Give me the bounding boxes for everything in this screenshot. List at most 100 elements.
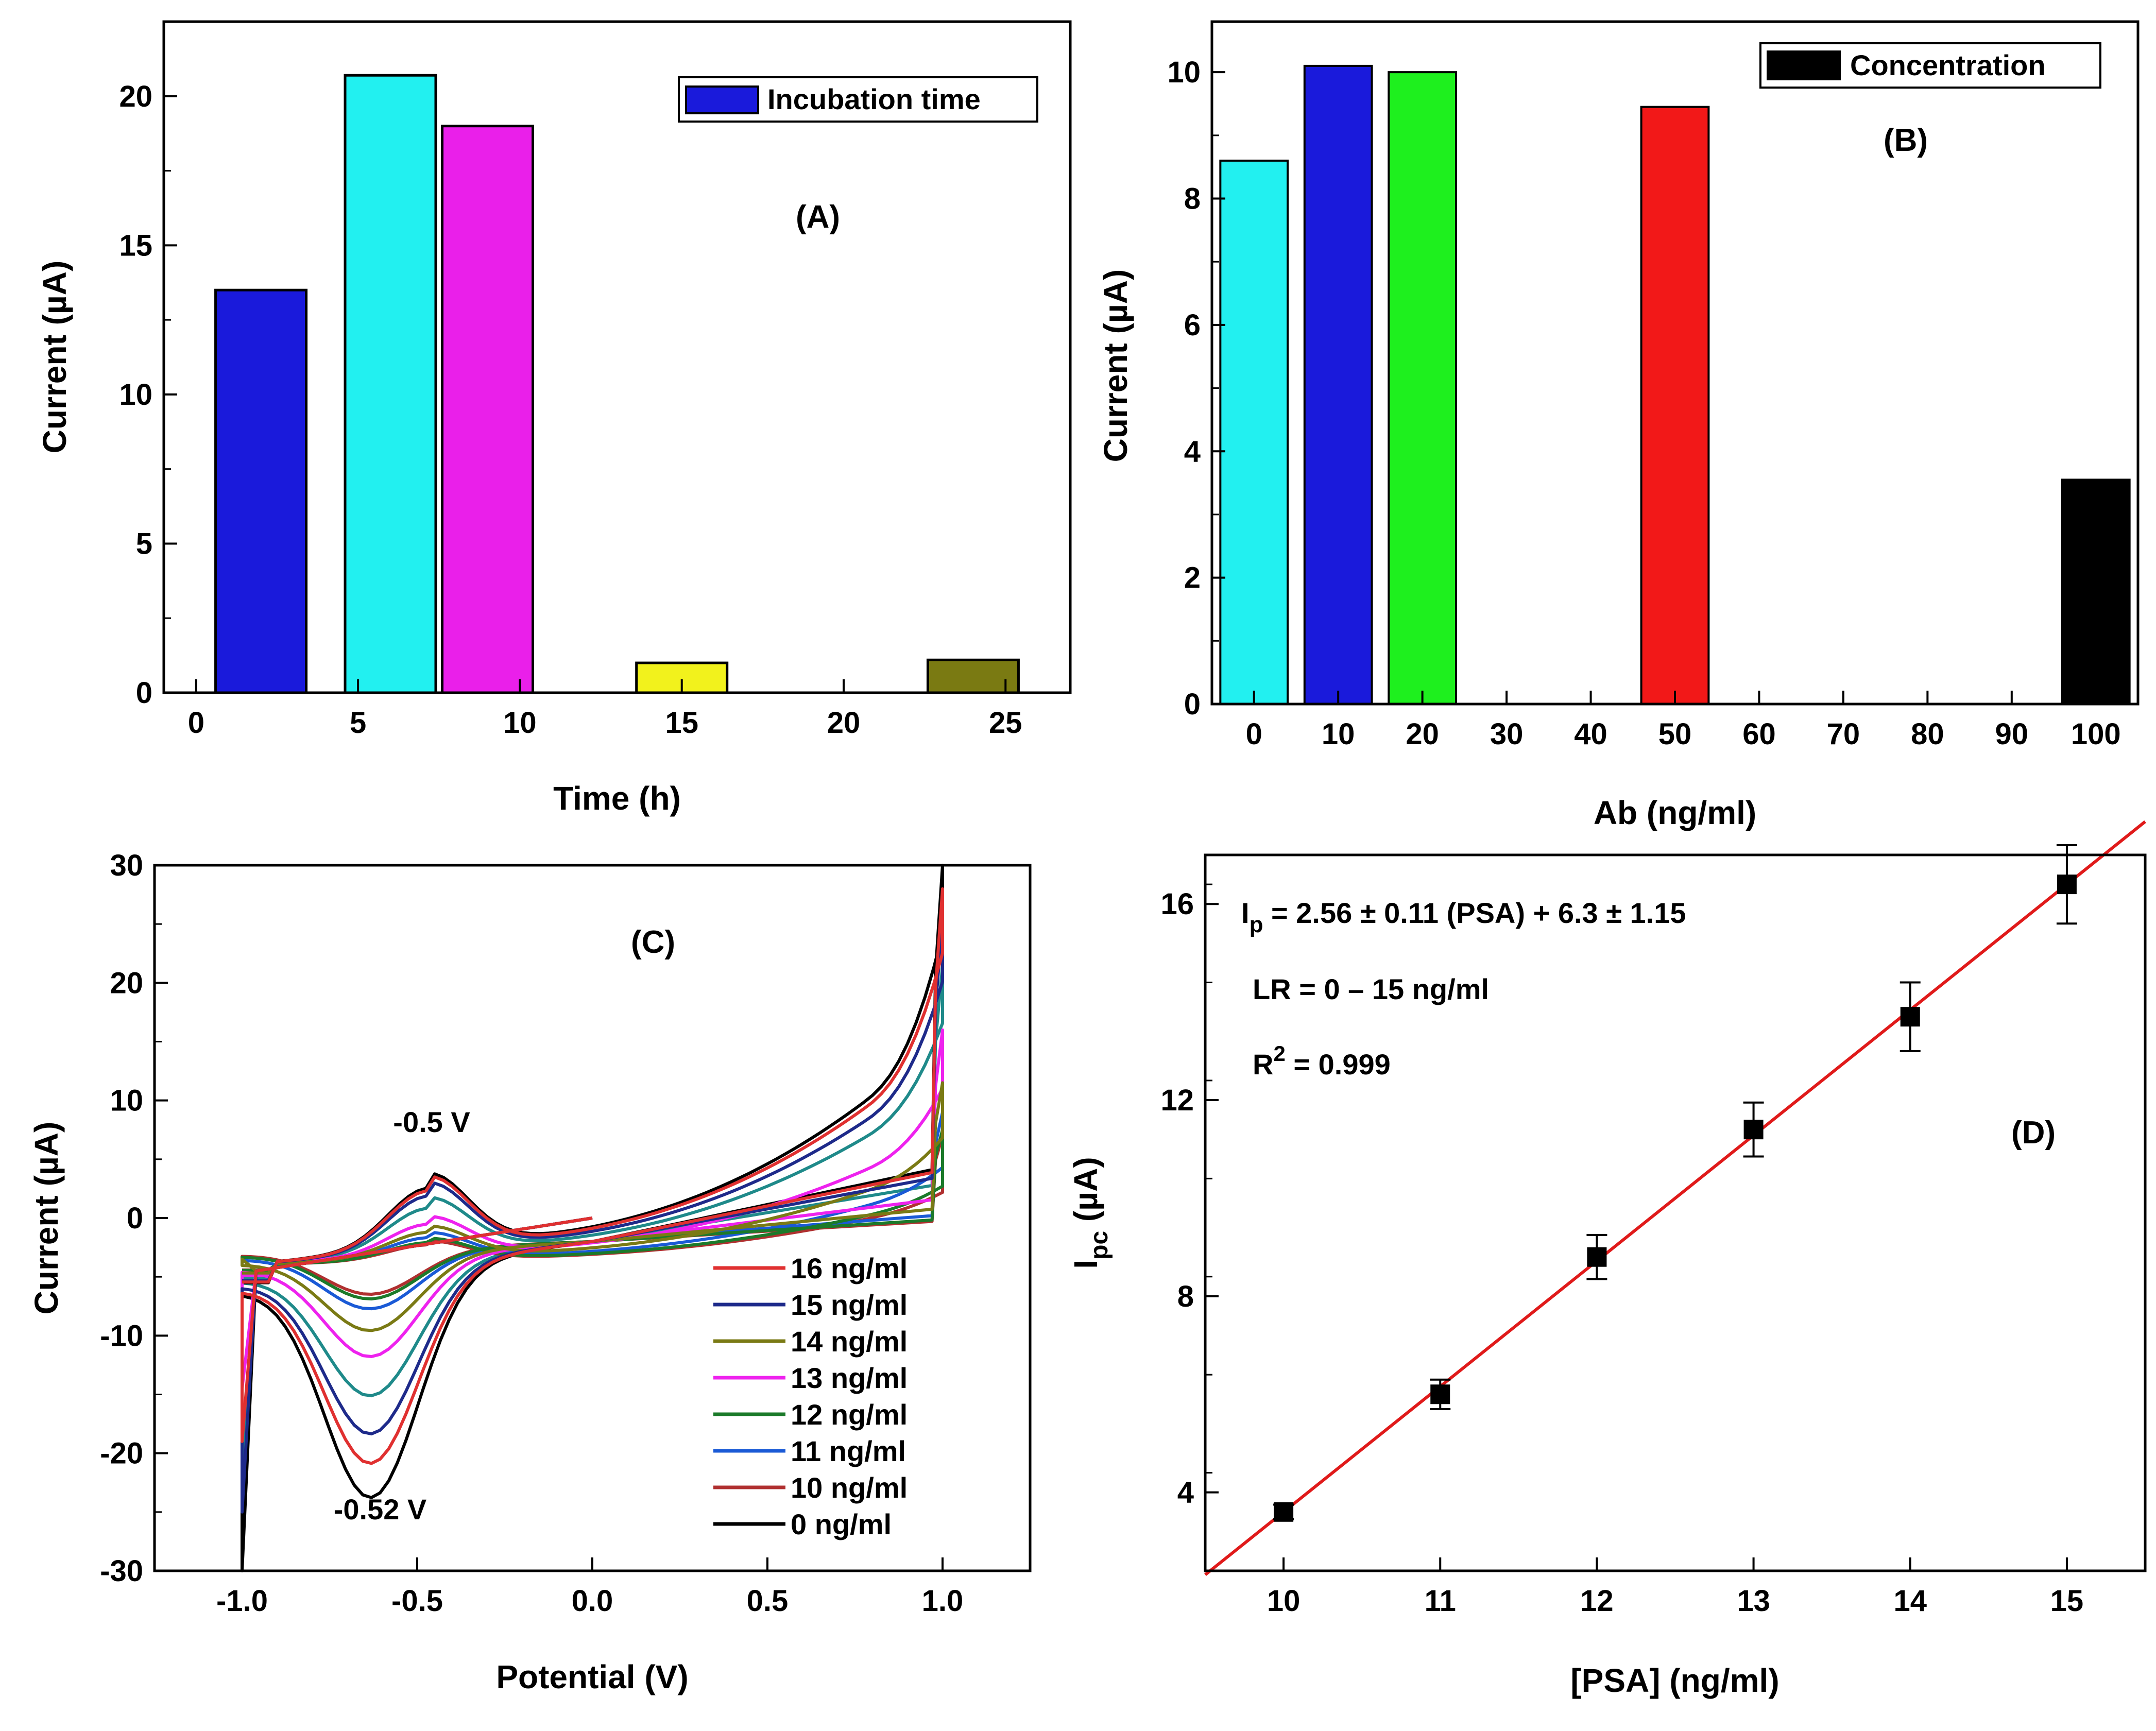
equation-body: = 2.56 ± 0.11 (PSA) + 6.3 ± 1.15 [1263,897,1686,929]
y-tick-label: 4 [1177,1476,1194,1510]
r-symbol: R [1253,1048,1273,1081]
y-tick-label: 8 [1177,1280,1194,1313]
bar [441,125,535,694]
x-tick-label: 5 [350,706,366,740]
x-tick-label: 15 [665,706,698,740]
panel-d: 10 11 12 13 14 15 4 8 12 16 Ip = 2.56 ± 0.11 (PSA… [1067,820,2147,1699]
bar [1219,159,1289,706]
r-value: = 0.999 [1286,1048,1391,1081]
data-point [1430,1384,1450,1404]
bar [344,74,437,694]
legend-label: 13 ng/ml [791,1362,908,1394]
y-tick-label: -30 [100,1554,143,1588]
y-tick-label: 5 [136,527,152,560]
panel-label: (C) [631,924,675,960]
x-tick-label: 0.5 [747,1584,789,1618]
data-point [1587,1247,1607,1267]
y-tick-label: 12 [1160,1084,1194,1117]
plot-frame [162,20,1072,694]
annotation-anodic-peak: -0.5 V [393,1106,470,1138]
panel-label: (D) [2011,1115,2056,1151]
x-tick-label: 10 [1267,1584,1301,1618]
legend-swatch [1767,50,1841,80]
data-point [1900,1007,1920,1027]
x-tick-label: 100 [2071,717,2121,751]
y-tick-label: 16 [1160,887,1194,921]
y-tick-label: 10 [1167,56,1201,89]
data-point [1743,1120,1764,1140]
legend-label: 16 ng/ml [791,1252,908,1284]
y-tick-label: -10 [100,1319,143,1352]
data-point [2057,875,2077,895]
plot-group [1204,820,2146,1576]
equation-subscript: p [1250,912,1263,937]
y-tick-label: 10 [110,1084,143,1118]
x-tick-label: 14 [1893,1584,1927,1618]
x-axis-label: Time (h) [553,780,681,817]
equation-symbol: I [1241,897,1250,929]
y-tick-label: 4 [1184,435,1201,468]
y-axis-symbol: I [1067,1260,1104,1269]
cv-curve [241,1081,944,1332]
x-tick-label: 50 [1658,717,1692,751]
legend-label: 14 ng/ml [791,1325,908,1358]
legend: Concentration [1759,42,2101,89]
y-tick-label: 0 [136,676,152,710]
x-tick-label: 30 [1490,717,1524,751]
legend-label: 10 ng/ml [791,1471,908,1504]
panel-label: (A) [796,199,840,235]
ticks-group: 0 10 20 30 40 50 60 70 80 90 100 0 2 4 6 8 10 [1167,56,2120,751]
linear-range: LR = 0 – 15 ng/ml [1253,973,1489,1005]
legend-label: 0 ng/ml [791,1508,892,1540]
ticks-group: -1.0 -0.5 0.0 0.5 1.0 -30 -20 -10 0 10 20 30 [100,849,963,1618]
data-point [1274,1502,1294,1522]
fit-equation: Ip = 2.56 ± 0.11 (PSA) + 6.3 ± 1.15 [1241,897,1686,937]
y-axis-unit: (µA) [1067,1157,1104,1231]
x-tick-label: 10 [1322,717,1355,751]
ticks-group: 0 5 10 15 20 25 0 5 10 15 20 [119,21,1022,740]
legend-label: 12 ng/ml [791,1398,908,1431]
x-axis-label: Potential (V) [496,1658,688,1695]
bar [1388,71,1458,705]
x-tick-label: 0 [188,706,204,740]
x-tick-label: 90 [1995,717,2029,751]
x-tick-label: 20 [827,706,861,740]
y-axis-label: Current (µA) [28,1122,65,1315]
bars-group [214,74,1020,694]
x-tick-label: -0.5 [391,1584,443,1618]
bar [2061,478,2131,705]
x-tick-label: 13 [1737,1584,1770,1618]
bar [214,288,308,694]
y-axis-subscript: pc [1086,1231,1113,1260]
x-axis-label: Ab (ng/ml) [1594,794,1756,831]
legend-swatch [685,85,759,114]
cv-curve [241,1128,944,1300]
x-tick-label: 15 [2050,1584,2084,1618]
y-tick-label: 0 [1184,688,1201,721]
x-tick-label: 0.0 [572,1584,613,1618]
y-tick-label: 6 [1184,309,1201,342]
y-tick-label: 0 [127,1202,143,1235]
x-tick-label: 70 [1827,717,1860,751]
x-tick-label: -1.0 [216,1584,268,1618]
curves-group [241,864,944,1572]
panel-c: -1.0 -0.5 0.0 0.5 1.0 -30 -20 -10 0 10 20 30 16 ng/… [28,849,1032,1695]
y-tick-label: 10 [119,378,152,412]
y-tick-label: -20 [100,1437,143,1470]
y-tick-label: 30 [110,849,143,882]
legend: 16 ng/ml 15 ng/ml 14 ng/ml 13 ng/ml 12 ng/ml… [713,1252,908,1540]
bar [1640,106,1710,705]
x-tick-label: 40 [1574,717,1607,751]
y-axis-label: Current (µA) [36,261,73,454]
x-tick-label: 80 [1911,717,1944,751]
y-tick-label: 8 [1184,182,1201,216]
x-tick-label: 1.0 [922,1584,964,1618]
annotation-cathodic-peak: -0.52 V [334,1493,427,1526]
y-tick-label: 20 [110,966,143,1000]
x-tick-label: 60 [1742,717,1776,751]
x-tick-label: 12 [1580,1584,1614,1618]
fit-line [1204,820,2146,1576]
legend: Incubation time [678,76,1038,123]
x-tick-label: 0 [1246,717,1262,751]
